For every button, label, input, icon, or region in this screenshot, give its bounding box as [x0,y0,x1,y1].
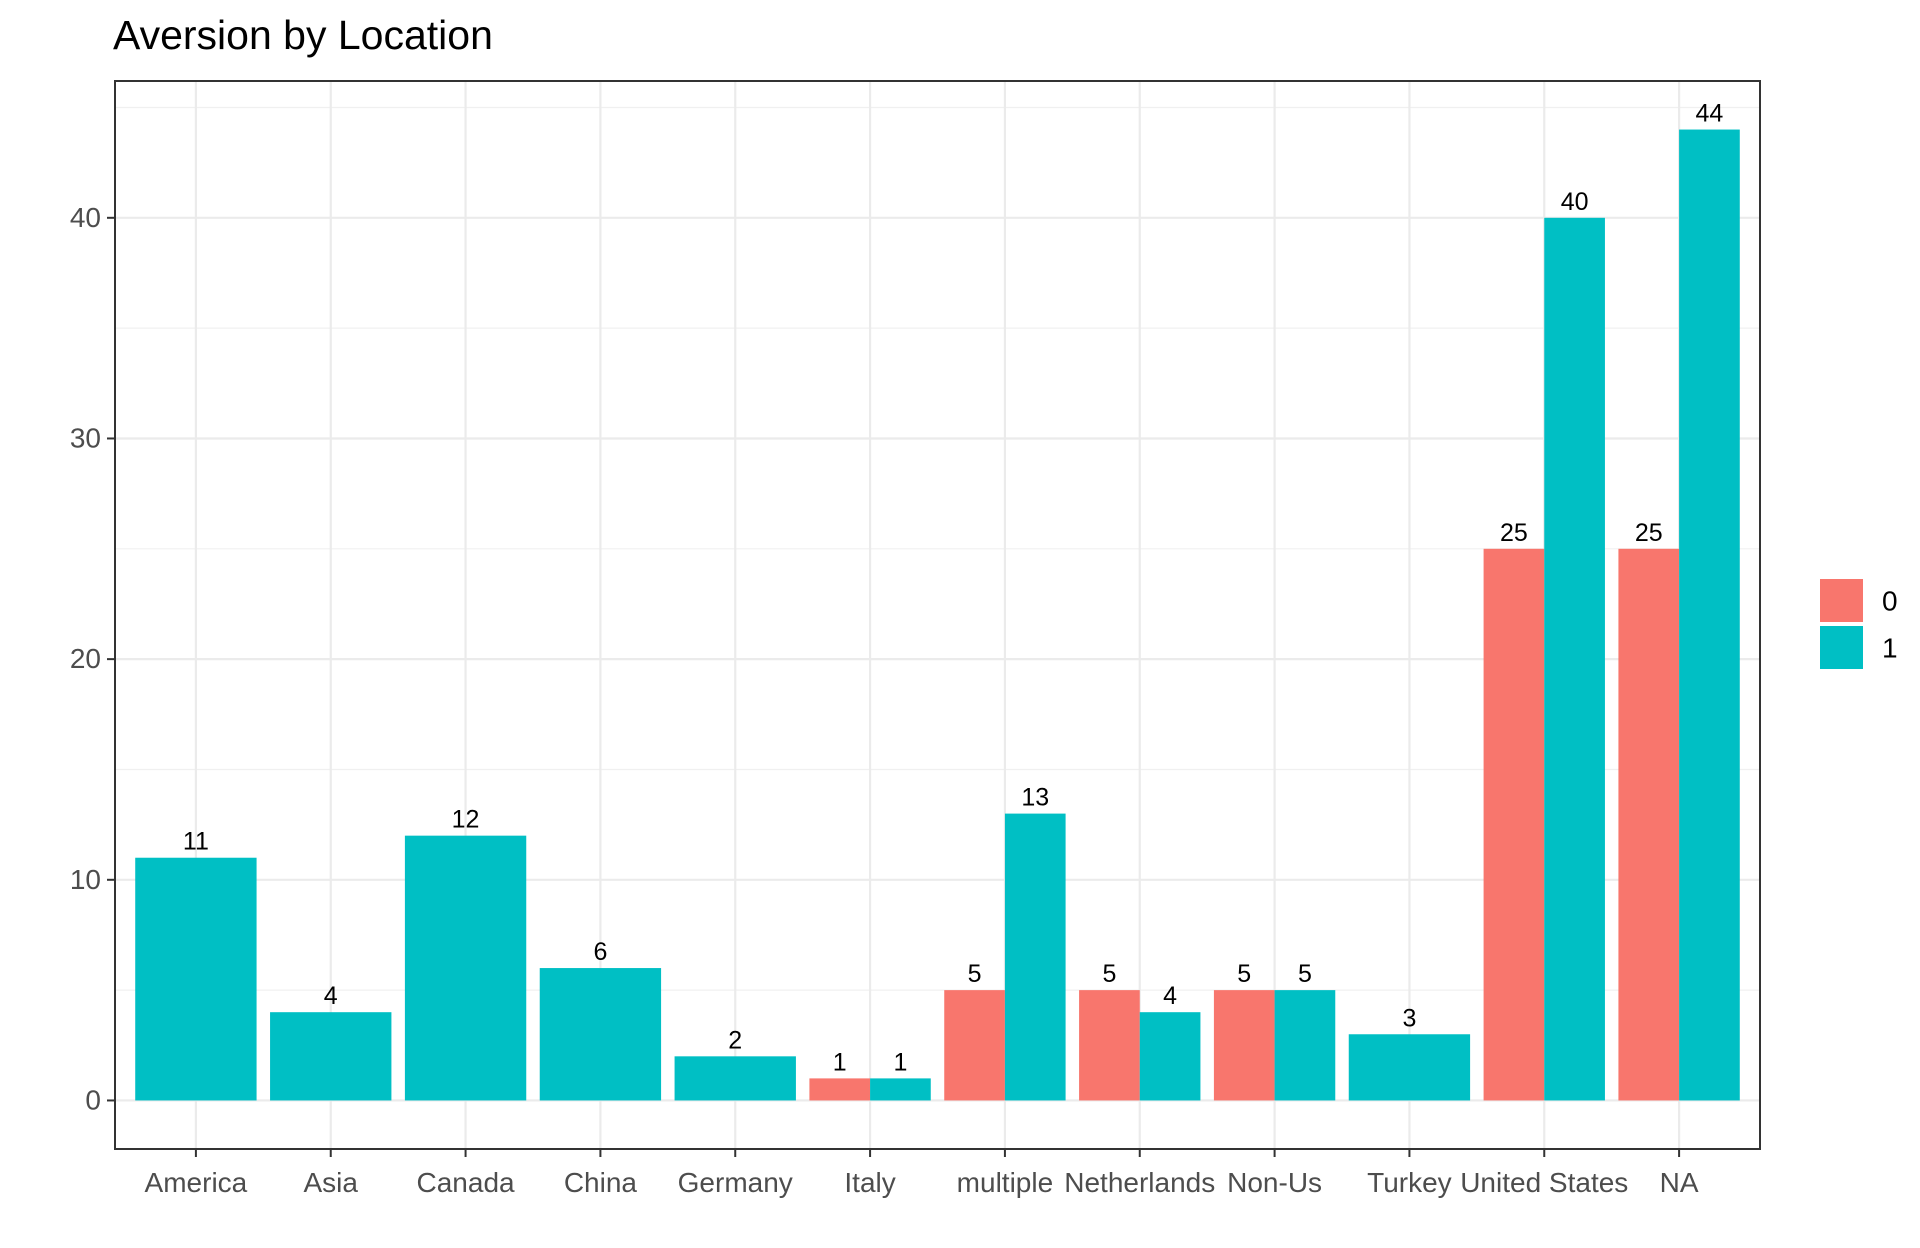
bar-united-states-series-0 [1483,548,1545,1101]
legend-label-0: 0 [1882,586,1898,617]
data-label: 11 [183,828,209,856]
data-label: 25 [1635,519,1663,547]
data-label: 4 [1163,982,1177,1010]
y-tick-label: 0 [85,1084,101,1115]
chart-title: Aversion by Location [113,12,493,58]
x-tick-label: Canada [417,1167,516,1198]
bar-na-series-0 [1618,548,1680,1101]
y-tick-label: 30 [70,422,101,453]
y-tick-label: 40 [70,202,101,233]
panel-border [114,80,1761,1150]
data-label: 44 [1696,100,1724,128]
bar-america-series-1 [135,857,257,1101]
bar-non-us-series-0 [1213,990,1275,1101]
bar-italy-series-1 [870,1078,931,1101]
bar-turkey-series-1 [1348,1034,1471,1101]
data-label: 5 [1298,960,1312,988]
bar-multiple-series-1 [1004,813,1066,1101]
y-tick-label: 10 [70,864,101,895]
bars [135,129,1740,1101]
axes: 0 10 20 30 40 America Asia Canada China Germany It… [70,202,1699,1198]
data-label: 40 [1561,188,1589,216]
data-label: 5 [1102,960,1116,988]
x-tick-label: United States [1460,1167,1628,1198]
data-label: 6 [593,938,607,966]
legend-key-0 [1820,579,1863,622]
data-label: 12 [452,806,480,834]
x-tick-label: multiple [957,1167,1053,1198]
x-tick-label: Turkey [1367,1167,1452,1198]
data-label: 1 [833,1048,847,1076]
data-label: 5 [968,960,982,988]
bar-multiple-series-0 [944,990,1005,1101]
bar-na-series-1 [1679,129,1740,1101]
bar-italy-series-0 [809,1078,871,1101]
data-label: 2 [728,1026,742,1054]
legend: 01 [1820,579,1898,669]
bar-netherlands-series-1 [1139,1012,1201,1101]
legend-key-1 [1820,626,1863,669]
bar-germany-series-1 [674,1056,796,1101]
data-label: 25 [1500,519,1528,547]
x-tick-label: Asia [304,1167,359,1198]
legend-label-1: 1 [1882,633,1898,664]
bar-non-us-series-1 [1274,990,1336,1101]
bar-netherlands-series-0 [1079,990,1140,1101]
data-label: 1 [893,1048,907,1076]
x-tick-label: Netherlands [1064,1167,1215,1198]
x-tick-label: Italy [844,1167,895,1198]
x-tick-label: Germany [678,1167,793,1198]
bar-china-series-1 [539,968,662,1101]
data-label: 4 [324,982,338,1010]
data-label: 5 [1237,960,1251,988]
data-label: 3 [1402,1004,1416,1032]
x-tick-label: America [145,1167,248,1198]
y-tick-label: 20 [70,643,101,674]
x-tick-label: China [564,1167,638,1198]
x-tick-label: NA [1660,1167,1699,1198]
bar-canada-series-1 [404,835,527,1101]
x-tick-label: Non-Us [1227,1167,1322,1198]
bar-asia-series-1 [270,1012,392,1101]
bar-united-states-series-1 [1544,217,1605,1101]
data-label: 13 [1021,784,1049,812]
